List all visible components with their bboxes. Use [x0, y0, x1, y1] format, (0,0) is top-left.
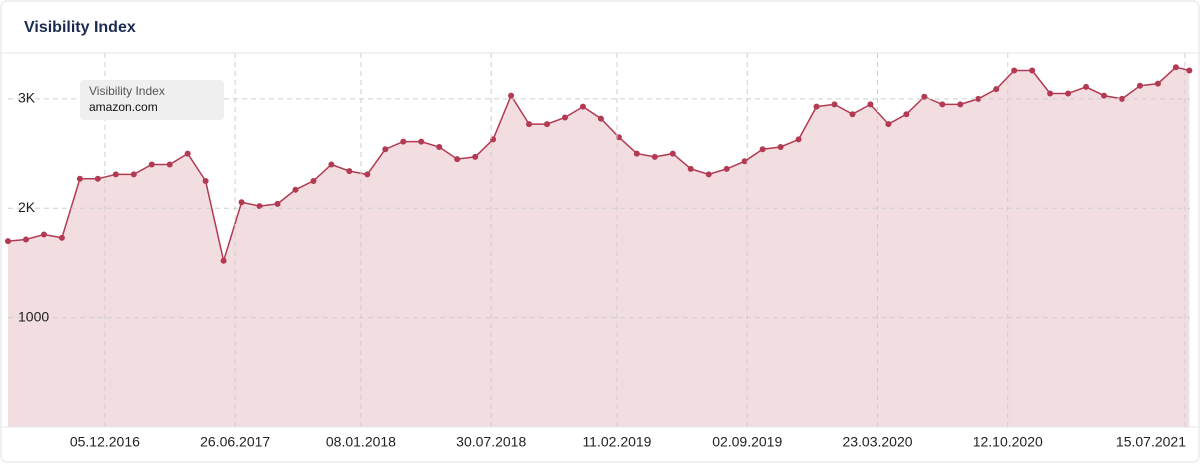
x-tick-label: 11.02.2019	[582, 434, 651, 450]
x-tick-label: 05.12.2016	[70, 434, 140, 450]
data-point	[382, 146, 389, 153]
data-point	[741, 158, 748, 165]
area-fill	[8, 67, 1190, 427]
data-point	[256, 203, 263, 210]
data-point	[1154, 80, 1161, 87]
data-point	[22, 236, 29, 243]
data-point	[238, 199, 245, 206]
data-point	[130, 171, 137, 178]
data-point	[759, 146, 766, 153]
data-point	[561, 114, 568, 121]
data-point	[418, 138, 425, 145]
data-point	[975, 95, 982, 102]
data-point	[939, 101, 946, 108]
data-point	[579, 103, 586, 110]
x-tick-label: 15.07.2021	[1116, 434, 1186, 450]
data-point	[1065, 90, 1072, 97]
data-point	[885, 121, 892, 128]
x-tick-label: 02.09.2019	[712, 434, 782, 450]
data-point	[328, 161, 335, 168]
data-point	[1029, 67, 1036, 74]
data-point	[544, 121, 551, 128]
data-point	[633, 150, 640, 157]
data-point	[274, 200, 281, 207]
data-point	[723, 165, 730, 172]
data-point	[1011, 67, 1018, 74]
data-point	[1172, 64, 1179, 71]
data-point	[849, 111, 856, 118]
data-point	[472, 153, 479, 160]
data-point	[669, 150, 676, 157]
data-point	[1101, 92, 1108, 99]
data-point	[1136, 82, 1143, 89]
data-point	[1047, 90, 1054, 97]
data-point	[597, 115, 604, 122]
data-point	[813, 103, 820, 110]
data-point	[867, 101, 874, 108]
x-tick-label: 08.01.2018	[326, 434, 396, 450]
data-point	[112, 171, 119, 178]
data-point	[220, 257, 227, 264]
data-point	[400, 138, 407, 145]
plot: 1000 2K 3K	[5, 53, 1193, 427]
data-point	[508, 92, 515, 99]
data-point	[436, 144, 443, 151]
data-point	[310, 177, 317, 184]
x-tick-label: 12.10.2020	[973, 434, 1043, 450]
data-point	[292, 186, 299, 193]
data-point	[58, 234, 65, 241]
x-tick-label: 26.06.2017	[200, 434, 270, 450]
data-point	[148, 161, 155, 168]
data-point	[1083, 83, 1090, 90]
data-point	[454, 156, 461, 163]
data-point	[202, 177, 209, 184]
legend-box	[80, 80, 224, 120]
data-point	[777, 144, 784, 151]
data-point	[957, 101, 964, 108]
x-tick-label: 30.07.2018	[456, 434, 526, 450]
data-point	[526, 121, 533, 128]
data-point	[705, 171, 712, 178]
legend-entry: amazon.com	[89, 100, 158, 114]
y-tick-label: 1000	[18, 308, 49, 324]
data-point	[651, 153, 658, 160]
data-point	[364, 171, 371, 178]
data-point	[94, 175, 101, 182]
data-point	[346, 168, 353, 175]
data-point	[687, 165, 694, 172]
data-point	[1186, 67, 1193, 74]
data-point	[831, 101, 838, 108]
data-point	[795, 136, 802, 143]
data-point	[993, 86, 1000, 93]
y-tick-label: 3K	[18, 90, 36, 106]
data-point	[1118, 95, 1125, 102]
data-point	[5, 238, 11, 245]
data-point	[184, 150, 191, 157]
chart-title: Visibility Index	[24, 19, 136, 36]
data-point	[921, 93, 928, 100]
data-point	[903, 111, 910, 118]
x-tick-label: 23.03.2020	[842, 434, 912, 450]
data-point	[40, 231, 47, 238]
data-point	[166, 161, 173, 168]
y-tick-label: 2K	[18, 199, 36, 215]
legend-title: Visibility Index	[89, 84, 165, 98]
data-point	[76, 175, 83, 182]
